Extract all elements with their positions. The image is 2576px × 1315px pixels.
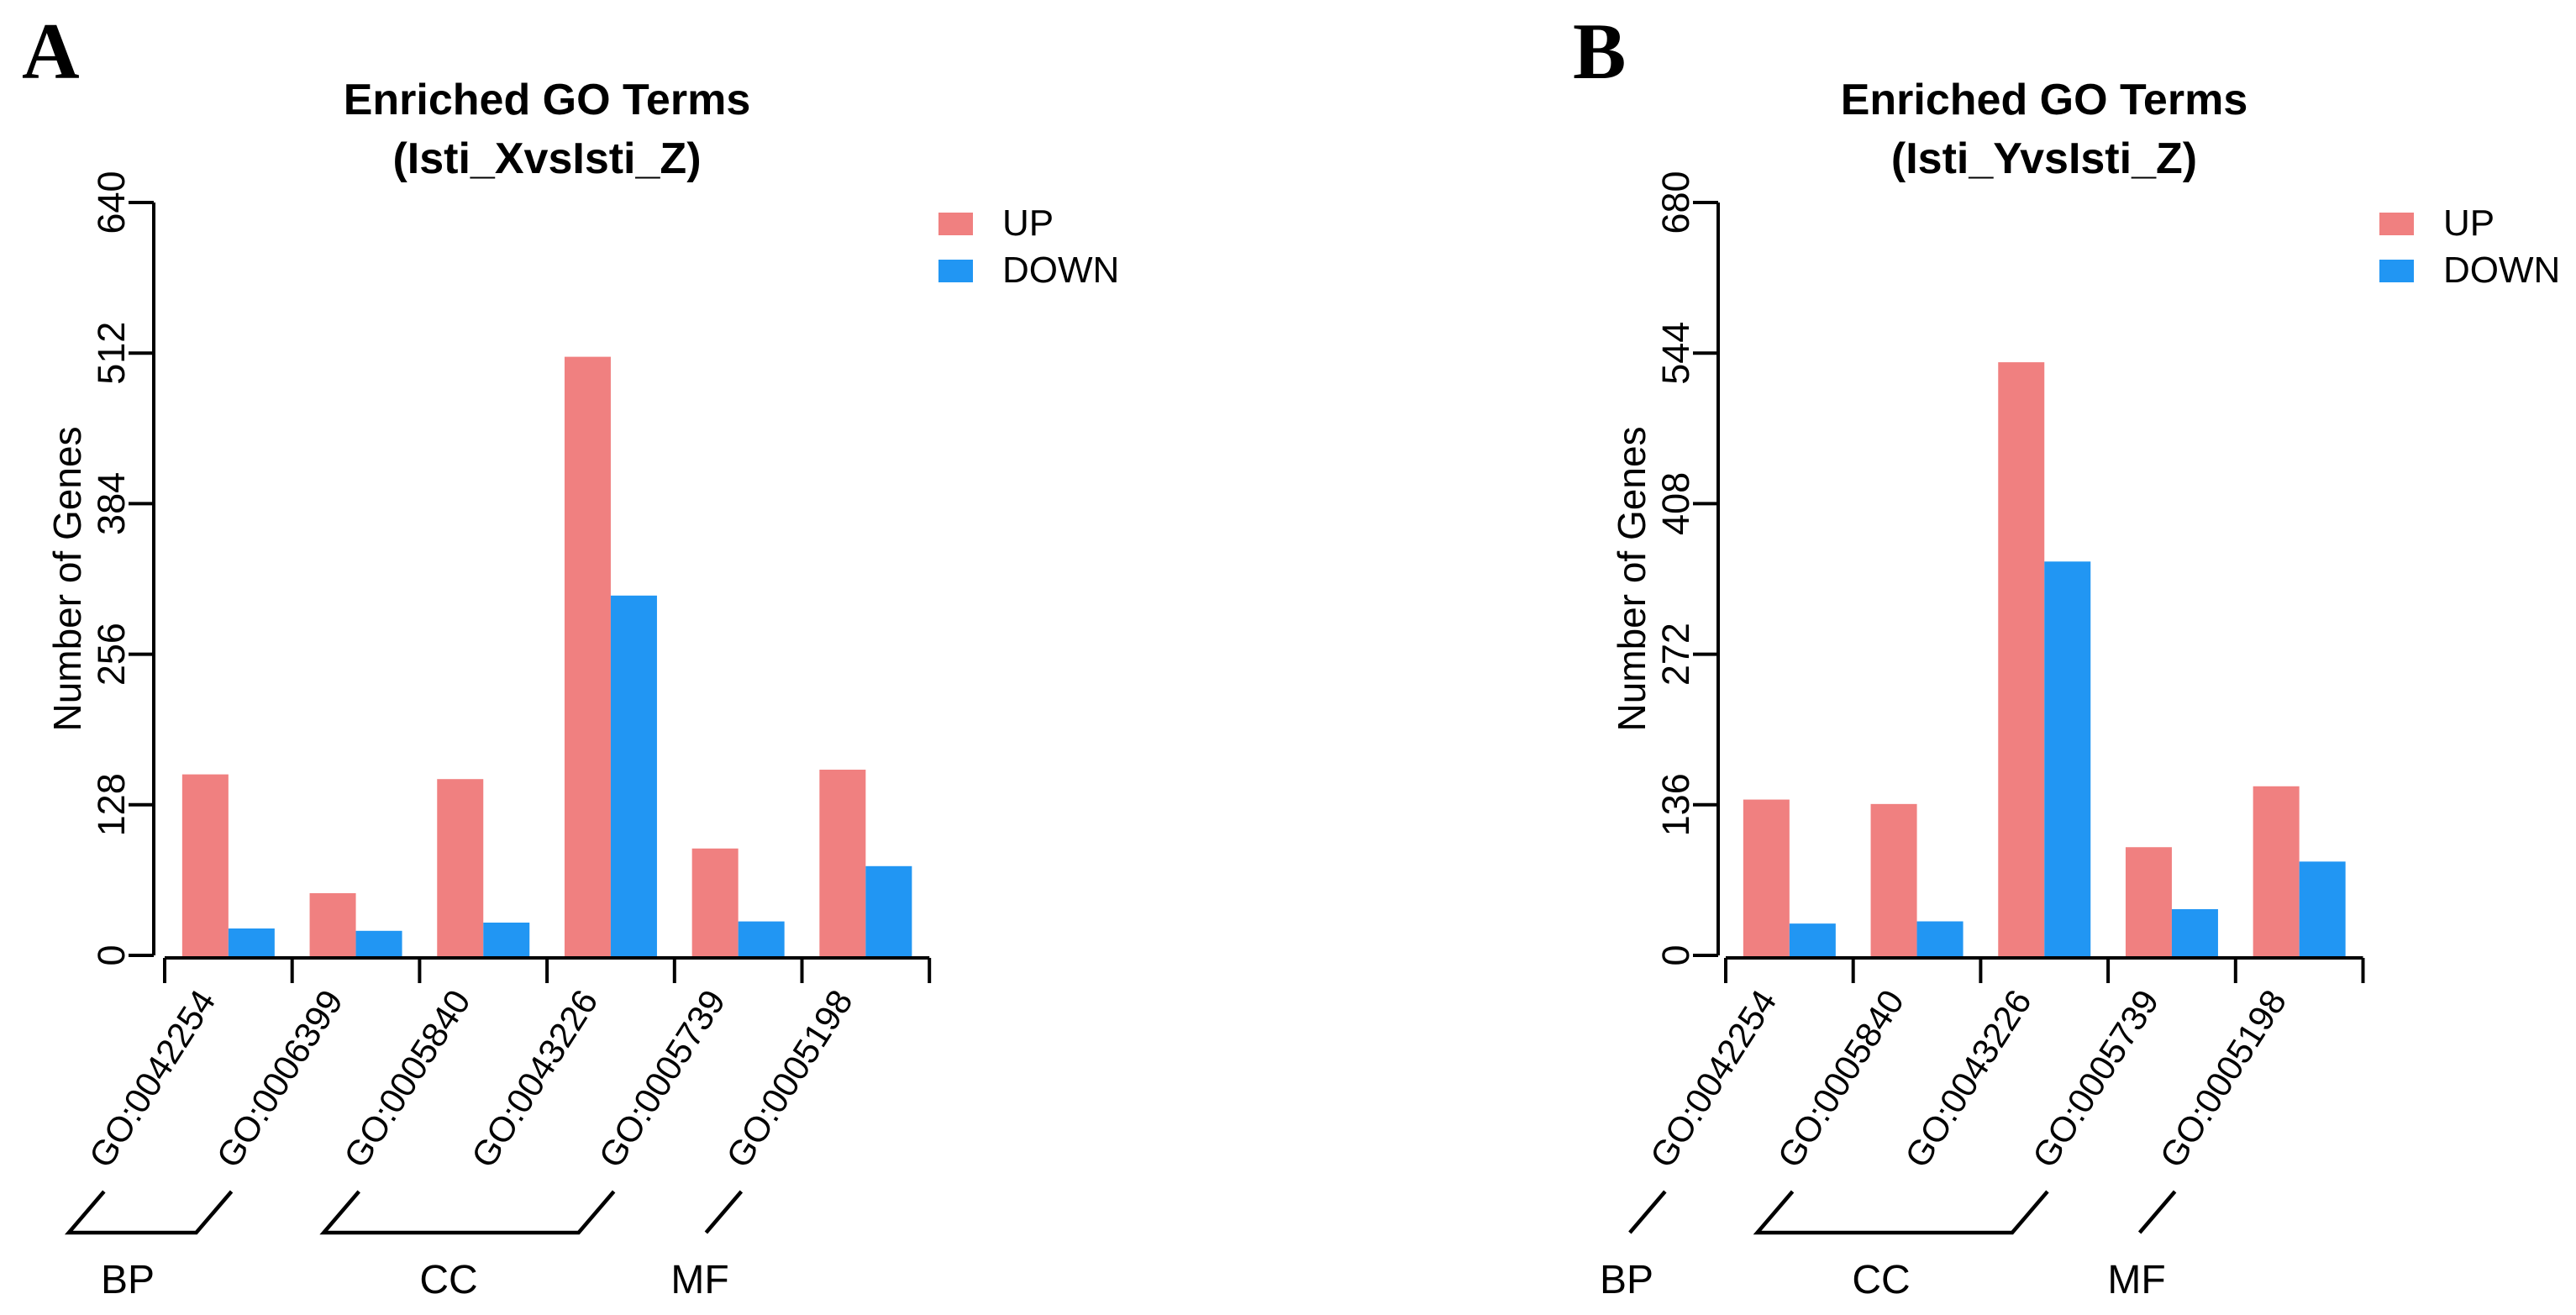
group-label-mf: MF [670, 1258, 729, 1302]
y-tick-label: 0 [1654, 944, 1697, 965]
y-tick-label: 0 [90, 944, 133, 965]
group-bracket [2137, 1190, 2177, 1234]
bar-down [865, 865, 912, 958]
y-tick-label: 136 [1654, 773, 1697, 836]
group-bracket [64, 1190, 234, 1235]
legend-label-down: DOWN [1002, 250, 1120, 291]
group-bracket [704, 1190, 744, 1234]
x-category-label: GO:0043226 [464, 983, 606, 1175]
legend-label-up: UP [1002, 203, 1054, 244]
group-bracket [1628, 1190, 1667, 1234]
bar-down [355, 930, 402, 958]
bar-down [2171, 909, 2218, 958]
y-tick-label: 680 [1654, 171, 1697, 234]
chart-title-line2: (Isti_XvsIsti_Z) [392, 134, 702, 183]
x-category-label: GO:0005840 [336, 983, 478, 1175]
panel-letter: A [22, 7, 80, 96]
bar-up [1743, 799, 1790, 958]
x-category-label: GO:0005198 [2152, 983, 2294, 1175]
y-tick-label: 640 [90, 171, 133, 234]
down-color-swatch [2379, 259, 2414, 282]
bar-up [819, 770, 866, 958]
up-color-swatch [938, 212, 973, 235]
bar-down [610, 595, 657, 958]
group-label-cc: CC [1852, 1258, 1911, 1302]
group-bracket [319, 1190, 616, 1235]
legend-item-up: UP [938, 200, 1119, 247]
bar-up [2253, 786, 2300, 958]
y-tick-label: 384 [90, 472, 133, 535]
group-label-bp: BP [100, 1258, 155, 1302]
legend: UP DOWN [938, 200, 1119, 294]
chart-title-line1: Enriched GO Terms [343, 76, 751, 124]
bar-up [309, 893, 356, 958]
chart-title-line2: (Isti_YvsIsti_Z) [1890, 134, 2198, 183]
bar-up [1870, 803, 1917, 958]
bar-up [437, 779, 484, 958]
y-axis-title: Number of Genes [1610, 426, 1653, 732]
bar-down [1789, 923, 1836, 958]
bar-down [2299, 861, 2346, 958]
legend-label-up: UP [2443, 203, 2495, 244]
x-category-label: GO:0005739 [2025, 983, 2167, 1175]
bar-up [181, 774, 229, 958]
group-label-mf: MF [2107, 1258, 2166, 1302]
bar-down [228, 928, 275, 958]
x-category-label: GO:0042254 [1643, 983, 1785, 1175]
bar-down [1916, 921, 1964, 958]
y-tick-label: 512 [90, 322, 133, 385]
bar-down [738, 921, 785, 958]
up-color-swatch [2379, 212, 2414, 235]
legend-label-down: DOWN [2443, 250, 2561, 291]
x-category-label: GO:0043226 [1897, 983, 2039, 1175]
legend-item-up: UP [2379, 200, 2560, 247]
down-color-swatch [938, 259, 973, 282]
y-tick-label: 128 [90, 773, 133, 836]
bar-down [483, 923, 530, 958]
chart-title: Enriched GO Terms (Isti_YvsIsti_Z) [1666, 71, 2422, 188]
x-category-label: GO:0005739 [591, 983, 733, 1175]
x-category-label: GO:0005198 [718, 983, 860, 1175]
group-label-bp: BP [1599, 1258, 1654, 1302]
group-label-cc: CC [419, 1258, 478, 1302]
legend: UP DOWN [2379, 200, 2560, 294]
bar-up [2125, 847, 2172, 958]
y-tick-label: 256 [90, 623, 133, 686]
chart-title-line1: Enriched GO Terms [1840, 76, 2248, 124]
panel-letter: B [1573, 7, 1627, 96]
legend-item-down: DOWN [938, 247, 1119, 294]
bar-up [691, 848, 739, 958]
legend-item-down: DOWN [2379, 247, 2560, 294]
x-category-label: GO:0042254 [81, 983, 223, 1175]
x-category-label: GO:0005840 [1769, 983, 1911, 1175]
group-bracket [1753, 1190, 2049, 1235]
chart-title: Enriched GO Terms (Isti_XvsIsti_Z) [169, 71, 925, 188]
y-tick-label: 544 [1654, 322, 1697, 385]
y-tick-label: 272 [1654, 623, 1697, 686]
bar-up [1998, 362, 2045, 958]
x-category-label: GO:0006399 [208, 983, 350, 1175]
y-tick-label: 408 [1654, 472, 1697, 535]
y-axis-title: Number of Genes [45, 426, 89, 732]
bar-up [564, 356, 611, 959]
bar-down [2044, 561, 2091, 958]
